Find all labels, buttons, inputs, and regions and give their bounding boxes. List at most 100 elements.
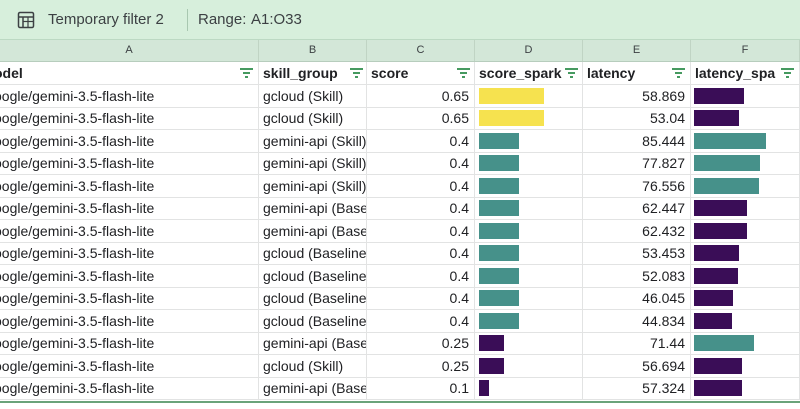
cell-score[interactable]: 0.65 <box>367 107 475 129</box>
cell-score[interactable]: 0.4 <box>367 264 475 287</box>
cell-skill-group[interactable]: gcloud (Baseline) <box>259 264 367 287</box>
cell-score-spark[interactable] <box>475 377 583 399</box>
cell-latency-spark[interactable] <box>691 174 800 197</box>
cell-score-spark[interactable] <box>475 152 583 174</box>
cell-score[interactable]: 0.4 <box>367 197 475 219</box>
cell-score-spark[interactable] <box>475 84 583 107</box>
cell-skill-group[interactable]: gemini-api (Skill) <box>259 152 367 174</box>
header-cell-score[interactable]: score <box>367 62 475 84</box>
cell-skill-group[interactable]: gemini-api (Skill) <box>259 174 367 197</box>
cell-latency[interactable]: 62.447 <box>583 197 691 219</box>
cell-score-spark[interactable] <box>475 242 583 264</box>
filter-icon[interactable] <box>240 68 253 78</box>
cell-latency[interactable]: 62.432 <box>583 219 691 242</box>
header-cell-score-spark[interactable]: score_spark <box>475 62 583 84</box>
cell-model[interactable]: oogle/gemini-3.5-flash-lite <box>0 287 259 309</box>
cell-skill-group[interactable]: gcloud (Skill) <box>259 107 367 129</box>
column-header-a[interactable]: A <box>0 40 259 61</box>
cell-skill-group[interactable]: gemini-api (Skill) <box>259 129 367 152</box>
cell-latency[interactable]: 46.045 <box>583 287 691 309</box>
header-cell-latency[interactable]: latency <box>583 62 691 84</box>
cell-model[interactable]: oogle/gemini-3.5-flash-lite <box>0 197 259 219</box>
cell-model[interactable]: oogle/gemini-3.5-flash-lite <box>0 332 259 354</box>
column-header-d[interactable]: D <box>475 40 583 61</box>
cell-model[interactable]: oogle/gemini-3.5-flash-lite <box>0 129 259 152</box>
cell-latency-spark[interactable] <box>691 152 800 174</box>
cell-latency[interactable]: 52.083 <box>583 264 691 287</box>
cell-latency-spark[interactable] <box>691 354 800 377</box>
cell-score-spark[interactable] <box>475 129 583 152</box>
cell-latency[interactable]: 77.827 <box>583 152 691 174</box>
cell-latency-spark[interactable] <box>691 309 800 332</box>
cell-latency-spark[interactable] <box>691 197 800 219</box>
filter-icon[interactable] <box>781 68 794 78</box>
cell-score-spark[interactable] <box>475 354 583 377</box>
cell-score[interactable]: 0.4 <box>367 152 475 174</box>
cell-skill-group[interactable]: gcloud (Baseline) <box>259 242 367 264</box>
cell-latency-spark[interactable] <box>691 107 800 129</box>
cell-latency-spark[interactable] <box>691 264 800 287</box>
column-header-f[interactable]: F <box>691 40 800 61</box>
cell-latency[interactable]: 56.694 <box>583 354 691 377</box>
filter-icon[interactable] <box>565 68 578 78</box>
cell-skill-group[interactable]: gemini-api (Baseline) <box>259 219 367 242</box>
cell-score-spark[interactable] <box>475 219 583 242</box>
cell-latency-spark[interactable] <box>691 377 800 399</box>
column-header-e[interactable]: E <box>583 40 691 61</box>
cell-latency-spark[interactable] <box>691 84 800 107</box>
header-cell-skill-group[interactable]: skill_group <box>259 62 367 84</box>
sheet-grid-icon[interactable] <box>17 11 35 29</box>
cell-score-spark[interactable] <box>475 197 583 219</box>
cell-latency-spark[interactable] <box>691 129 800 152</box>
cell-skill-group[interactable]: gcloud (Baseline) <box>259 287 367 309</box>
cell-skill-group[interactable]: gemini-api (Baseline) <box>259 197 367 219</box>
filter-icon[interactable] <box>457 68 470 78</box>
cell-model[interactable]: oogle/gemini-3.5-flash-lite <box>0 354 259 377</box>
cell-score-spark[interactable] <box>475 332 583 354</box>
cell-latency[interactable]: 44.834 <box>583 309 691 332</box>
cell-model[interactable]: oogle/gemini-3.5-flash-lite <box>0 377 259 399</box>
cell-model[interactable]: oogle/gemini-3.5-flash-lite <box>0 264 259 287</box>
range-value[interactable]: A1:O33 <box>251 11 302 28</box>
cell-model[interactable]: oogle/gemini-3.5-flash-lite <box>0 309 259 332</box>
cell-score-spark[interactable] <box>475 287 583 309</box>
cell-latency[interactable]: 53.453 <box>583 242 691 264</box>
cell-score-spark[interactable] <box>475 309 583 332</box>
cell-score[interactable]: 0.4 <box>367 129 475 152</box>
cell-score[interactable]: 0.4 <box>367 242 475 264</box>
cell-skill-group[interactable]: gemini-api (Baseline) <box>259 332 367 354</box>
cell-score[interactable]: 0.4 <box>367 174 475 197</box>
cell-model[interactable]: oogle/gemini-3.5-flash-lite <box>0 219 259 242</box>
cell-score[interactable]: 0.4 <box>367 309 475 332</box>
cell-skill-group[interactable]: gcloud (Skill) <box>259 84 367 107</box>
cell-score-spark[interactable] <box>475 174 583 197</box>
cell-latency[interactable]: 71.44 <box>583 332 691 354</box>
cell-model[interactable]: oogle/gemini-3.5-flash-lite <box>0 242 259 264</box>
cell-model[interactable]: oogle/gemini-3.5-flash-lite <box>0 107 259 129</box>
filter-icon[interactable] <box>350 68 363 78</box>
cell-skill-group[interactable]: gcloud (Skill) <box>259 354 367 377</box>
cell-score-spark[interactable] <box>475 107 583 129</box>
cell-score[interactable]: 0.25 <box>367 332 475 354</box>
cell-model[interactable]: oogle/gemini-3.5-flash-lite <box>0 152 259 174</box>
cell-score[interactable]: 0.1 <box>367 377 475 399</box>
cell-model[interactable]: oogle/gemini-3.5-flash-lite <box>0 174 259 197</box>
cell-skill-group[interactable]: gemini-api (Baseline) <box>259 377 367 399</box>
filter-view-name[interactable]: Temporary filter 2 <box>48 11 164 28</box>
cell-skill-group[interactable]: gcloud (Baseline) <box>259 309 367 332</box>
cell-latency-spark[interactable] <box>691 219 800 242</box>
cell-latency-spark[interactable] <box>691 287 800 309</box>
cell-score-spark[interactable] <box>475 264 583 287</box>
cell-score[interactable]: 0.4 <box>367 287 475 309</box>
cell-latency-spark[interactable] <box>691 332 800 354</box>
cell-latency[interactable]: 76.556 <box>583 174 691 197</box>
filter-icon[interactable] <box>672 68 685 78</box>
cell-score[interactable]: 0.25 <box>367 354 475 377</box>
cell-model[interactable]: oogle/gemini-3.5-flash-lite <box>0 84 259 107</box>
cell-latency[interactable]: 58.869 <box>583 84 691 107</box>
cell-score[interactable]: 0.4 <box>367 219 475 242</box>
cell-latency[interactable]: 53.04 <box>583 107 691 129</box>
cell-score[interactable]: 0.65 <box>367 84 475 107</box>
header-cell-model[interactable]: odel <box>0 62 259 84</box>
column-header-b[interactable]: B <box>259 40 367 61</box>
